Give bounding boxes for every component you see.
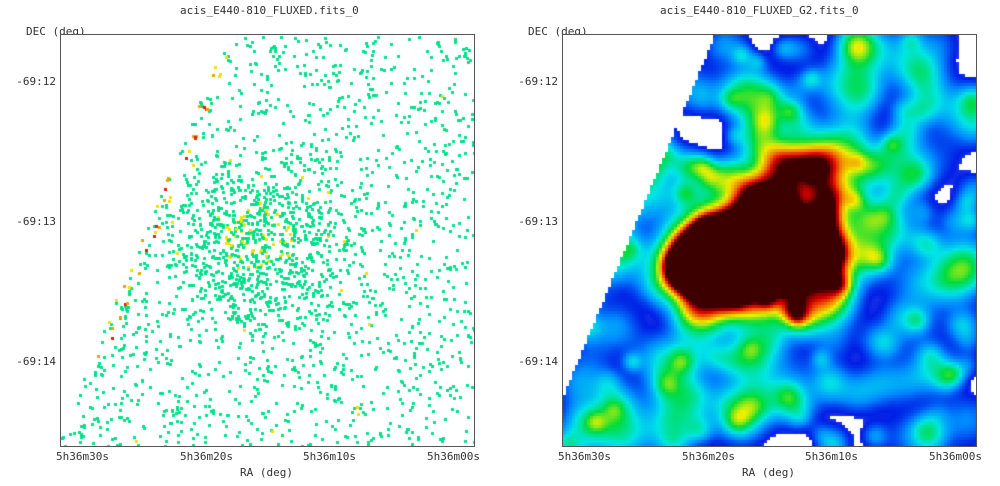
left-image-frame[interactable]: [60, 34, 475, 447]
right-image-frame[interactable]: [562, 34, 977, 447]
left-xtick-label: 5h36m00s: [427, 450, 480, 463]
right-panel-title: acis_E440-810_FLUXED_G2.fits_0: [660, 4, 859, 17]
right-xtick-label: 5h36m20s: [682, 450, 735, 463]
right-xtick-label: 5h36m10s: [805, 450, 858, 463]
left-xtick-label: 5h36m20s: [180, 450, 233, 463]
left-xlabel: RA (deg): [240, 466, 293, 479]
left-ytick-label: -69:13: [16, 215, 56, 228]
left-ytick-label: -69:12: [16, 75, 56, 88]
left-xtick-label: 5h36m10s: [303, 450, 356, 463]
right-ytick-label: -69:12: [518, 75, 558, 88]
left-image-canvas[interactable]: [61, 35, 474, 446]
right-xtick-label: 5h36m00s: [929, 450, 982, 463]
left-panel-title: acis_E440-810_FLUXED.fits_0: [180, 4, 359, 17]
right-ytick-label: -69:13: [518, 215, 558, 228]
left-xtick-label: 5h36m30s: [56, 450, 109, 463]
right-image-canvas[interactable]: [563, 35, 976, 446]
right-xlabel: RA (deg): [742, 466, 795, 479]
right-xtick-label: 5h36m30s: [558, 450, 611, 463]
right-ytick-label: -69:14: [518, 355, 558, 368]
left-ytick-label: -69:14: [16, 355, 56, 368]
